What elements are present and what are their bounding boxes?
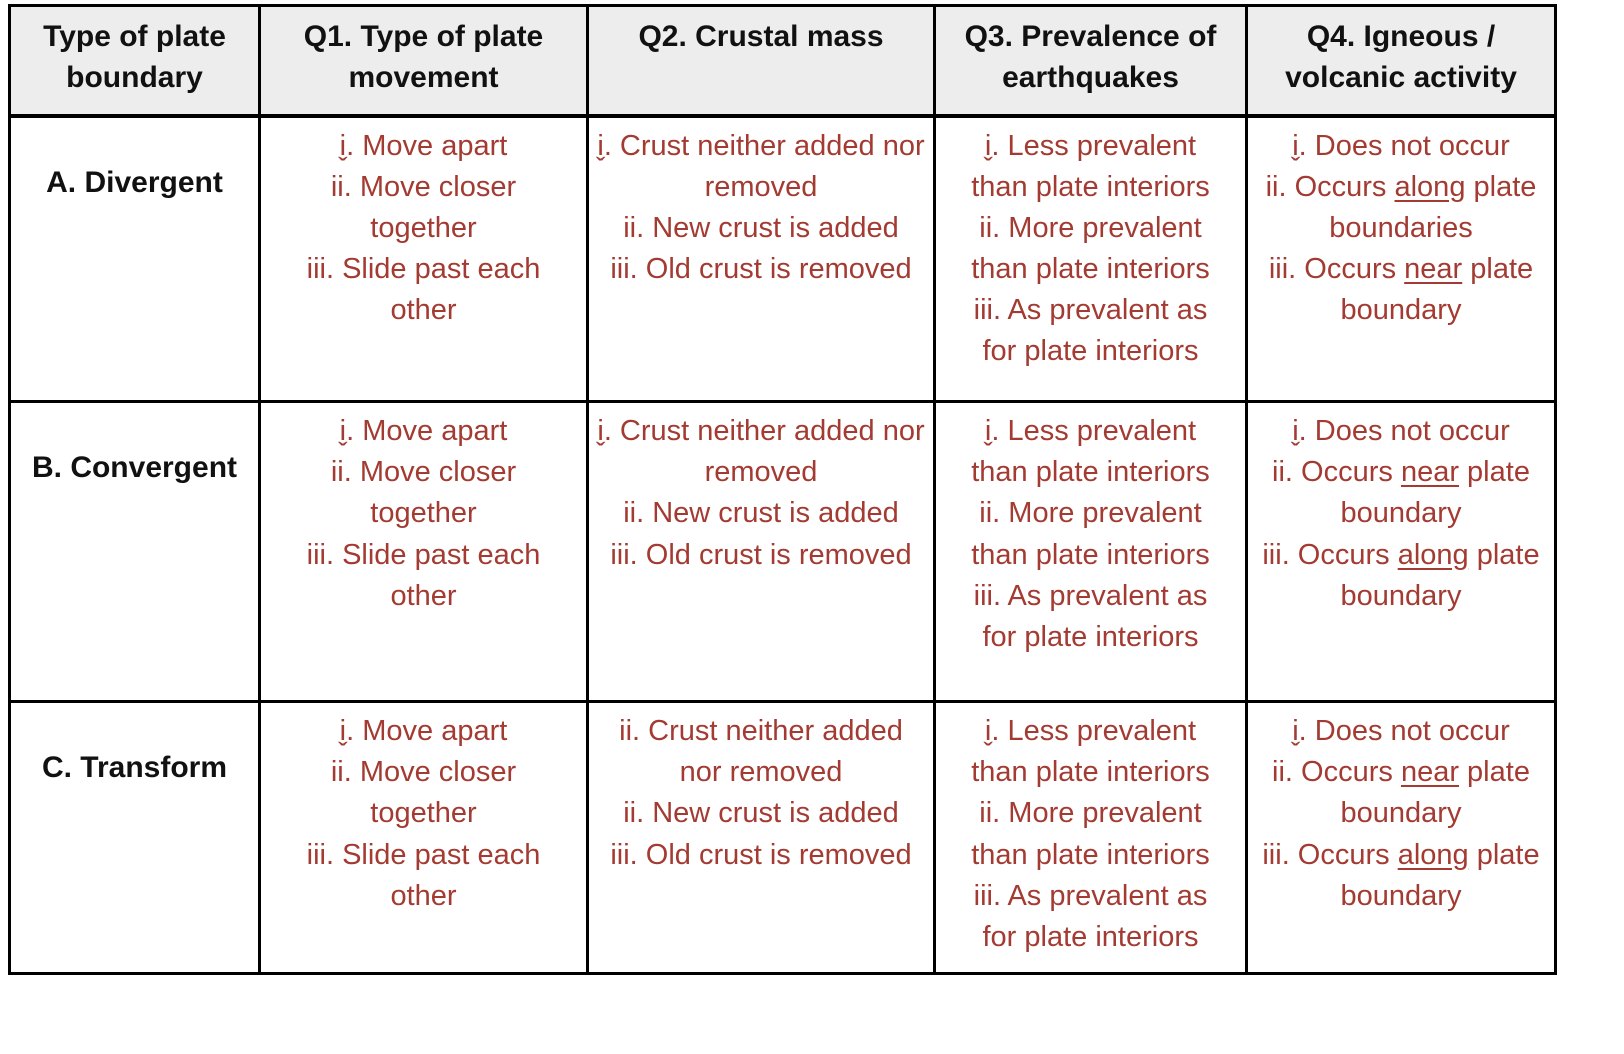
table-body: A. Divergent i̬. Move apart ii. Move close… [8, 114, 1557, 976]
options-cell: i̬. Less prevalent than plate interiors i… [933, 400, 1248, 703]
table-row: C. Transform i̬. Move apart ii. Move close… [8, 699, 1557, 976]
row-label: A. Divergent [8, 114, 261, 403]
option-text: iii. Occurs along plate boundary [1262, 838, 1540, 912]
option-text: iii. Occurs near plate boundary [1268, 253, 1534, 327]
option-text: ii. Move closer together [330, 756, 517, 830]
option-text: iii. As prevalent as for plate interiors [973, 879, 1208, 953]
option-text: i̬. Less prevalent than plate interiors [971, 415, 1210, 489]
options-cell: i̬. Does not occur ii. Occurs near plate … [1245, 400, 1557, 703]
option-text: i̬. Move apart [339, 129, 508, 162]
options-cell: ii. Crust neither added nor removed ii. N… [586, 699, 936, 976]
option-text: iii. Slide past each other [306, 838, 541, 912]
table-row: B. Convergent i̬. Move apart ii. Move clos… [8, 400, 1557, 703]
options-cell: i̬. Crust neither added nor removed ii. N… [586, 114, 936, 403]
option-text: iii. Occurs along plate boundary [1262, 538, 1540, 612]
options-cell: i̬. Less prevalent than plate interiors i… [933, 699, 1248, 976]
option-text: i̬. Move apart [339, 715, 508, 747]
option-text: iii. Slide past each other [306, 253, 541, 327]
option-text: ii. More prevalent than plate interiors [971, 797, 1210, 871]
option-text: ii. Crust neither added nor removed [619, 715, 903, 789]
option-text: ii. New crust is added [623, 497, 899, 530]
options-cell: i̬. Less prevalent than plate interiors i… [933, 114, 1248, 403]
option-text: iii. Old crust is removed [610, 538, 912, 571]
option-text: ii. Occurs near plate boundary [1272, 756, 1530, 830]
option-text: iii. As prevalent as for plate interiors [973, 294, 1208, 368]
option-text: ii. Move closer together [330, 456, 517, 530]
column-header-boundary-type: Type of plate boundary [8, 4, 261, 118]
row-label: C. Transform [8, 699, 261, 976]
option-text: i̬. Does not occur [1292, 715, 1510, 747]
option-text: iii. Old crust is removed [610, 253, 912, 286]
row-label: B. Convergent [8, 400, 261, 703]
column-header-q4-volcanic: Q4. Igneous / volcanic activity [1245, 4, 1557, 118]
option-text: iii. Old crust is removed [610, 838, 912, 871]
option-text: ii. Move closer together [330, 170, 517, 244]
options-cell: i̬. Does not occur ii. Occurs near plate … [1245, 699, 1557, 976]
options-cell: i̬. Move apart ii. Move closer together ii… [258, 400, 589, 703]
option-text: ii. New crust is added [623, 211, 899, 244]
column-header-q3-earthquakes: Q3. Prevalence of earthquakes [933, 4, 1248, 118]
option-text: i̬. Crust neither added nor removed [597, 129, 925, 203]
header-row: Type of plate boundary Q1. Type of plate… [8, 4, 1557, 118]
plate-boundary-table: Type of plate boundary Q1. Type of plate… [8, 4, 1557, 976]
option-text: i̬. Crust neither added nor removed [597, 415, 925, 489]
options-cell: i̬. Move apart ii. Move closer together ii… [258, 114, 589, 403]
option-text: i̬. Does not occur [1292, 415, 1510, 447]
option-text: i̬. Less prevalent than plate interiors [971, 715, 1210, 789]
option-text: ii. More prevalent than plate interiors [971, 497, 1210, 571]
option-text: ii. New crust is added [623, 797, 899, 830]
option-text: i̬. Does not occur [1292, 129, 1510, 162]
table-row: A. Divergent i̬. Move apart ii. Move close… [8, 114, 1557, 403]
option-text: ii. More prevalent than plate interiors [971, 211, 1210, 286]
options-cell: i̬. Does not occur ii. Occurs along plate… [1245, 114, 1557, 403]
option-text: ii. Occurs near plate boundary [1272, 456, 1530, 530]
option-text: ii. Occurs along plate boundaries [1265, 170, 1537, 244]
options-cell: i̬. Crust neither added nor removed ii. N… [586, 400, 936, 703]
column-header-q1-movement: Q1. Type of plate movement [258, 4, 589, 118]
column-header-q2-crustal-mass: Q2. Crustal mass [586, 4, 936, 118]
option-text: i̬. Move apart [339, 415, 508, 447]
option-text: iii. As prevalent as for plate interiors [973, 579, 1208, 653]
option-text: i̬. Less prevalent than plate interiors [971, 129, 1210, 203]
options-cell: i̬. Move apart ii. Move closer together ii… [258, 699, 589, 976]
option-text: iii. Slide past each other [306, 538, 541, 612]
